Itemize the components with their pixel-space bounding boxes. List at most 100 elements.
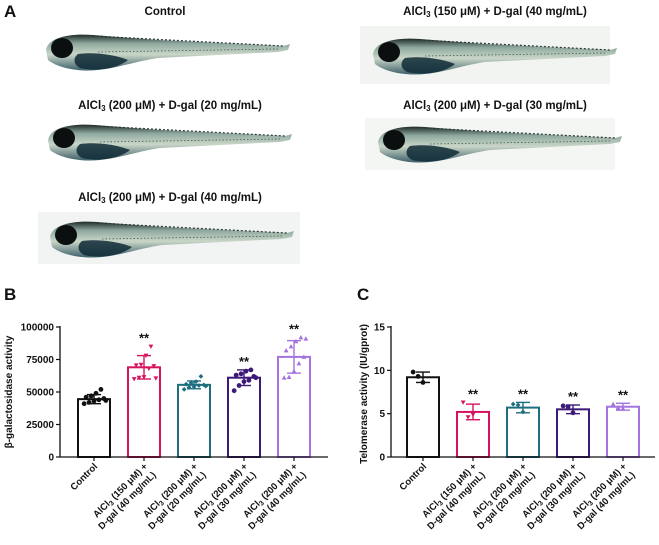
data-point xyxy=(203,383,209,389)
data-point xyxy=(193,379,199,384)
data-point xyxy=(620,406,626,411)
fish-title-alcl150-dgal40: AlCl3 (150 μM) + D-gal (40 mg/mL) xyxy=(403,6,587,19)
data-point xyxy=(243,368,249,374)
y-tick-label: 10 xyxy=(374,366,386,377)
significance-marker: ** xyxy=(289,321,300,336)
bar xyxy=(506,406,540,459)
bar-group: ** xyxy=(127,331,161,458)
significance-marker: ** xyxy=(568,389,579,404)
data-point xyxy=(248,367,254,373)
y-tick-label: 25000 xyxy=(26,420,54,431)
data-point xyxy=(420,380,426,385)
data-point xyxy=(86,400,92,405)
data-point xyxy=(136,375,142,381)
data-point xyxy=(91,398,97,404)
data-point xyxy=(415,374,421,379)
data-point xyxy=(138,362,144,368)
data-point xyxy=(93,390,99,396)
data-point xyxy=(146,366,152,371)
data-point xyxy=(520,409,526,415)
y-tick-label: 100000 xyxy=(21,323,55,334)
bar-group: ** xyxy=(606,387,640,459)
significance-marker: ** xyxy=(468,386,479,401)
data-point xyxy=(286,374,292,379)
y-tick-label: 50000 xyxy=(26,388,54,399)
data-point xyxy=(96,397,102,403)
y-tick-label: 5 xyxy=(379,409,385,420)
data-point xyxy=(253,375,259,381)
data-point xyxy=(133,363,139,368)
data-point xyxy=(570,410,576,416)
data-point xyxy=(188,380,194,386)
fish-image-control xyxy=(45,33,291,72)
chart-c-ylabel: Telomerase activity (IU/gprot) xyxy=(359,324,370,464)
bar-group: ** xyxy=(227,354,261,459)
data-point xyxy=(293,338,299,344)
data-point xyxy=(143,353,149,358)
bar xyxy=(177,383,211,459)
svg-text:Control: Control xyxy=(397,461,429,493)
data-point xyxy=(88,393,94,399)
data-point xyxy=(241,379,247,384)
fish-title-control: Control xyxy=(144,6,186,18)
data-point xyxy=(148,344,154,349)
data-point xyxy=(233,372,239,378)
bar-group xyxy=(406,369,440,458)
data-point xyxy=(515,402,521,408)
significance-marker: ** xyxy=(618,387,629,402)
x-tick-label: Control xyxy=(68,461,100,493)
panel-label-c: C xyxy=(357,285,370,304)
svg-text:Control: Control xyxy=(68,461,100,493)
data-point xyxy=(615,405,621,410)
data-point xyxy=(151,364,157,369)
x-tick-label: Control xyxy=(397,461,429,493)
data-point xyxy=(470,412,476,417)
data-point xyxy=(288,344,294,349)
data-point xyxy=(198,374,204,379)
data-point xyxy=(283,348,289,353)
bar-group: ** xyxy=(277,321,311,458)
data-point xyxy=(460,400,466,405)
data-point xyxy=(103,398,109,403)
data-point xyxy=(153,376,159,381)
data-point xyxy=(238,371,244,377)
chart-b-ylabel: β-galactosidase activity xyxy=(4,335,15,448)
data-point xyxy=(186,385,192,390)
bar xyxy=(77,398,111,458)
data-point xyxy=(236,383,242,388)
bar-group: ** xyxy=(456,386,490,458)
fish-image-alcl200-dgal30 xyxy=(365,118,623,170)
fish-title-alcl200-dgal20: AlCl3 (200 μM) + D-gal (20 mg/mL) xyxy=(78,100,262,113)
data-point xyxy=(81,401,87,407)
data-point xyxy=(410,369,416,375)
data-point xyxy=(281,375,287,380)
bar xyxy=(606,405,640,459)
data-point xyxy=(510,401,516,407)
data-point xyxy=(298,335,304,340)
y-tick-label: 0 xyxy=(379,453,385,464)
data-point xyxy=(610,401,616,407)
chart-c: Telomerase activity (IU/gprot) 0 5 10 15 **… xyxy=(359,323,655,532)
bar xyxy=(556,408,590,459)
data-point xyxy=(196,383,202,388)
data-point xyxy=(565,404,571,410)
y-tick-label: 0 xyxy=(48,453,54,464)
fish-title-alcl200-dgal40: AlCl3 (200 μM) + D-gal (40 mg/mL) xyxy=(78,192,262,205)
chart-b: β-galactosidase activity 0 25000 50000 7500… xyxy=(4,321,328,532)
fish-image-alcl200-dgal40 xyxy=(38,212,300,264)
significance-marker: ** xyxy=(139,331,150,346)
data-point xyxy=(131,377,137,382)
fish-title-alcl200-dgal30: AlCl3 (200 μM) + D-gal (30 mg/mL) xyxy=(403,100,587,113)
bar-group: ** xyxy=(506,386,540,459)
panel-label-a: A xyxy=(4,2,17,21)
data-point xyxy=(191,384,197,390)
data-point xyxy=(183,381,189,387)
bar-group xyxy=(177,374,211,459)
significance-marker: ** xyxy=(518,386,529,401)
data-point xyxy=(246,377,252,383)
data-point xyxy=(141,375,147,380)
data-point xyxy=(291,368,297,374)
bar-group xyxy=(77,387,111,458)
y-tick-label: 75000 xyxy=(26,355,54,366)
data-point xyxy=(465,415,471,420)
